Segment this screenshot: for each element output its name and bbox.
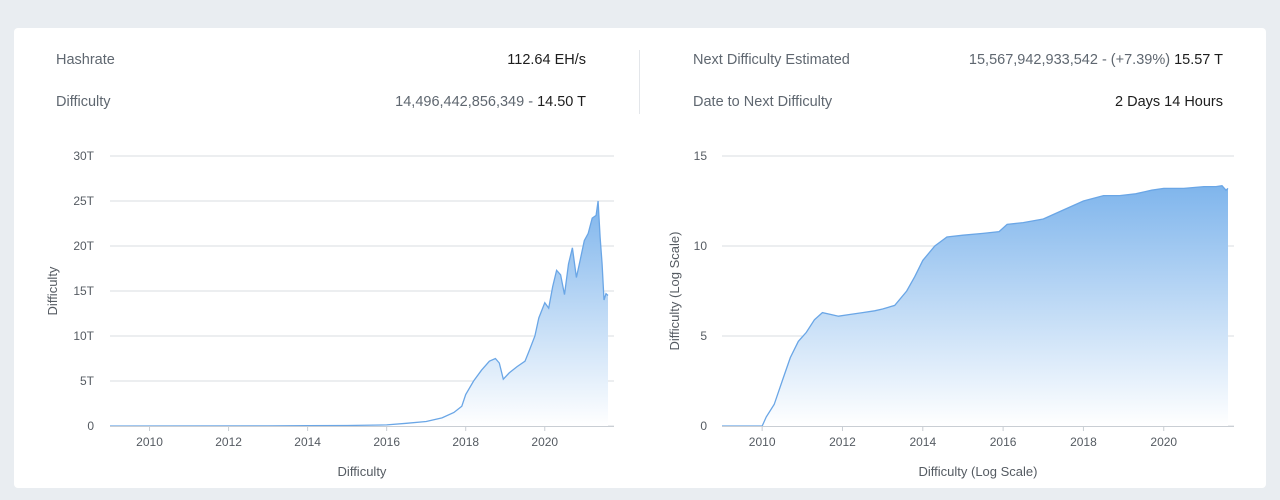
hashrate-value-main: 112.64 EH/s <box>507 52 586 68</box>
difficulty-x-tick-label: 2010 <box>136 435 163 449</box>
difficulty-area <box>110 201 608 426</box>
difficulty-value-main: 14.50 T <box>537 94 586 110</box>
difficulty-value: 14,496,442,856,349 - 14.50 T <box>395 94 586 110</box>
hashrate-label: Hashrate <box>56 52 115 68</box>
difficulty-x-tick-label: 2020 <box>531 435 558 449</box>
difficulty-x-tick-label: 2016 <box>373 435 400 449</box>
difficulty-y-tick-label: 25T <box>73 194 94 208</box>
difficulty-y-tick-label: 15T <box>73 284 94 298</box>
difficulty-label: Difficulty <box>56 94 111 110</box>
next-difficulty-label: Next Difficulty Estimated <box>693 52 850 68</box>
difficulty-y-tick-label: 30T <box>73 149 94 163</box>
date-to-next-label: Date to Next Difficulty <box>693 94 833 110</box>
date-to-next-value: 2 Days 14 Hours <box>1115 94 1223 110</box>
difficulty-chart: 0 5T 10T 15T 20T 25T 30T 2010 2012 2014 2016 2018 20… <box>45 149 614 479</box>
date-to-next-value-main: 2 Days 14 Hours <box>1115 94 1223 110</box>
difficulty-y-tick-label: 20T <box>73 239 94 253</box>
difficulty-y-axis-title: Difficulty <box>45 266 60 315</box>
difficulty-series-line <box>109 200 609 427</box>
difficulty-y-tick-label: 0 <box>87 419 94 433</box>
difficulty-x-tick-label: 2014 <box>294 435 321 449</box>
difficulty-y-tick-label: 10T <box>73 329 94 343</box>
hashrate-value: 112.64 EH/s <box>507 52 586 68</box>
difficulty-y-tick-label: 5T <box>80 374 95 388</box>
difficulty-x-tick-label: 2012 <box>215 435 242 449</box>
stats-divider <box>639 50 640 114</box>
difficulty-x-axis-title: Difficulty <box>338 464 387 479</box>
next-difficulty-value-raw: 15,567,942,933,542 - (+7.39%) <box>968 52 1175 68</box>
next-difficulty-value: 15,567,942,933,542 - (+7.39%) 15.57 T <box>969 52 1223 68</box>
next-difficulty-value-main: 15.57 T <box>1174 52 1223 68</box>
difficulty-value-raw: 14,496,442,856,349 - <box>395 94 538 110</box>
difficulty-x-tick-label: 2018 <box>452 435 479 449</box>
